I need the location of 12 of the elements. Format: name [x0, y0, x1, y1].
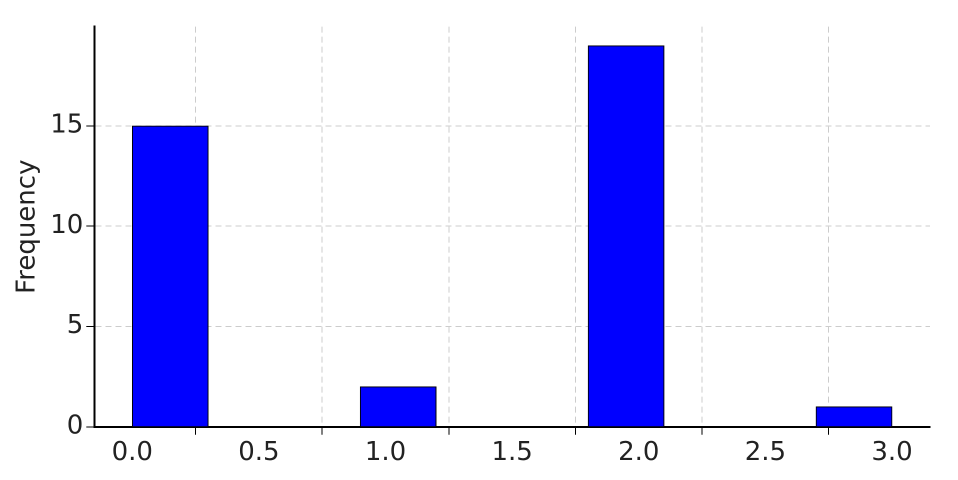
x-tick-label: 2.5: [744, 437, 786, 468]
x-tick-label: 3.0: [871, 437, 913, 468]
x-tick-label: 1.5: [491, 437, 533, 468]
y-tick-label: 10: [50, 210, 84, 240]
y-tick-label: 5: [66, 310, 84, 340]
y-axis-title: Frequency: [11, 160, 42, 294]
x-tick-label: 0.5: [238, 437, 280, 468]
x-tick-label: 2.0: [618, 437, 660, 468]
y-tick-label: 15: [50, 110, 84, 140]
y-tick-label: 0: [66, 410, 84, 441]
x-tick-label: 0.0: [112, 437, 153, 468]
x-tick-label: 1.0: [364, 437, 406, 468]
